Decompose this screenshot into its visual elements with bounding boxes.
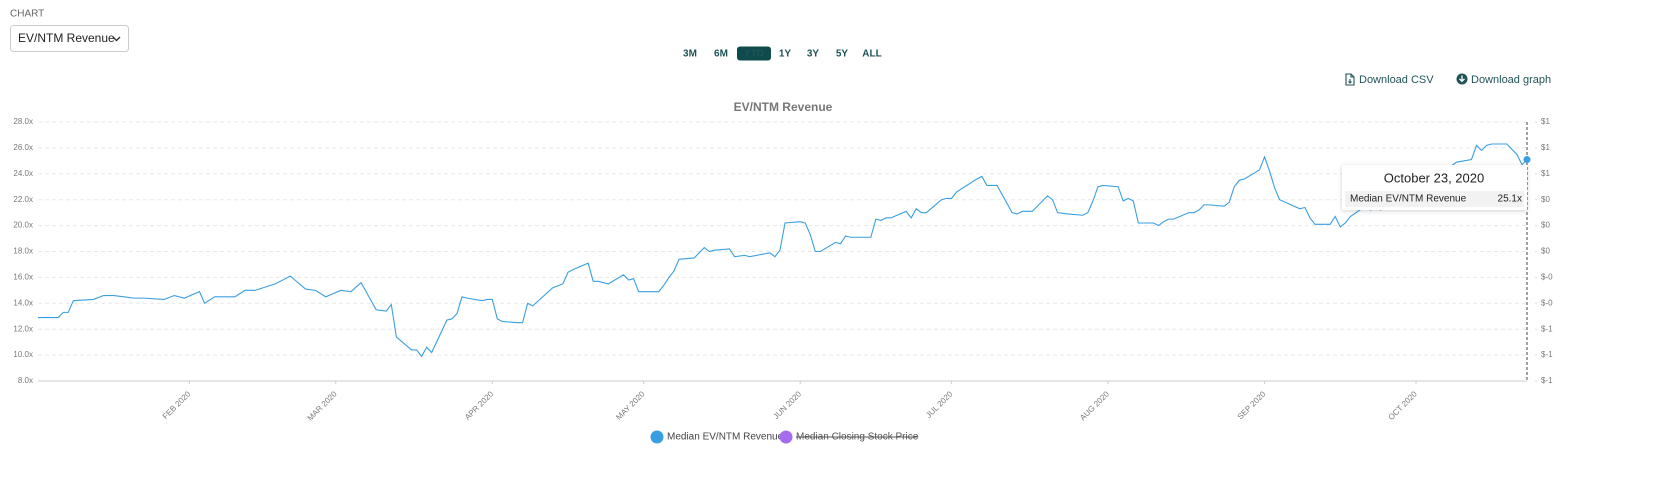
graph-icon-arrow[interactable]	[1459, 75, 1465, 83]
x-tick-label: JUL 2020	[924, 389, 955, 420]
dropdown-text[interactable]: EV/NTM Revenue	[18, 31, 115, 45]
y2-tick-label: $1	[1541, 169, 1550, 178]
tooltip: October 23, 2020 Median EV/NTM Revenue 25.…	[1342, 165, 1527, 210]
download-graph-text[interactable]: Download graph	[1471, 74, 1551, 86]
dropdown-box[interactable]	[10, 25, 129, 52]
y2-tick-label: $1	[1541, 143, 1550, 152]
x-tick-label: SEP 2020	[1236, 389, 1268, 421]
tooltip-title: October 23, 2020	[1384, 170, 1484, 185]
y2-tick-label: $-1	[1541, 376, 1553, 385]
hover-marker	[1523, 156, 1531, 164]
y-tick-label: 16.0x	[13, 273, 33, 282]
x-tick-label: JUN 2020	[772, 389, 804, 421]
series-line	[38, 143, 1528, 358]
y2-tick-label: $-1	[1541, 350, 1553, 359]
tooltip-row	[1345, 191, 1524, 207]
y2-tick-label: $-0	[1541, 273, 1553, 282]
x-tick-label: APR 2020	[463, 389, 496, 422]
range-buttons: 3M 6M YTD 1Y 3Y 5Y ALL	[683, 46, 882, 61]
y-tick-label: 20.0x	[13, 221, 33, 230]
download-graph[interactable]: Download graph	[1456, 73, 1552, 86]
y-tick-label: 12.0x	[13, 324, 33, 333]
y-tick-label: 14.0x	[13, 298, 33, 307]
chart-title: EV/NTM Revenue	[734, 100, 833, 114]
x-tick-label: OCT 2020	[1387, 389, 1420, 422]
x-tick-label: AUG 2020	[1078, 389, 1111, 422]
y2-tick-label: $-1	[1541, 324, 1553, 333]
y-tick-label: 24.0x	[13, 169, 33, 178]
legend-swatch[interactable]	[650, 430, 664, 444]
y-tick-label: 10.0x	[13, 350, 33, 359]
y-tick-label: 26.0x	[13, 143, 33, 152]
download-csv[interactable]: Download CSV	[1345, 73, 1434, 86]
csv-icon[interactable]	[1345, 73, 1355, 86]
y-tick-label: 8.0x	[18, 376, 33, 385]
x-tick-label: MAY 2020	[614, 389, 647, 422]
chart: 8.0x 10.0x 12.0x 14.0x 16.0x 18.0x 20.0x 22.0x 2…	[13, 117, 1553, 444]
x-tick-label: FEB 2020	[161, 389, 193, 421]
range-active-bg[interactable]	[737, 46, 771, 61]
download-csv-text[interactable]: Download CSV	[1359, 74, 1434, 86]
range-button[interactable]: 6M	[714, 49, 728, 60]
y2-tick-label: $-0	[1541, 298, 1553, 307]
y-tick-label: 28.0x	[13, 117, 33, 126]
legend-label[interactable]: Median EV/NTM Revenue	[667, 432, 784, 443]
y-tick-label: 18.0x	[13, 247, 33, 256]
y2-tick-label: $0	[1541, 247, 1550, 256]
legend-item[interactable]: Median EV/NTM Revenue	[650, 430, 784, 444]
x-tick-label: MAR 2020	[306, 389, 339, 422]
range-button[interactable]: ALL	[862, 49, 881, 60]
range-button[interactable]: 1Y	[779, 49, 792, 60]
tooltip-series: Median EV/NTM Revenue	[1350, 194, 1467, 205]
range-button[interactable]: 3M	[683, 49, 697, 60]
range-button[interactable]: YTD	[744, 49, 764, 60]
dropdown-chevron[interactable]	[112, 36, 121, 42]
chart-label: CHART	[10, 9, 44, 20]
y2-tick-label: $1	[1541, 117, 1550, 126]
legend-item[interactable]: Median Closing Stock Price	[779, 430, 919, 444]
tooltip-value: 25.1x	[1498, 194, 1522, 205]
legend-swatch[interactable]	[779, 430, 793, 444]
y2-tick-label: $0	[1541, 195, 1550, 204]
y2-tick-label: $0	[1541, 221, 1550, 230]
y-tick-label: 22.0x	[13, 195, 33, 204]
range-button[interactable]: 3Y	[807, 49, 820, 60]
chart-dropdown[interactable]: EV/NTM Revenue	[10, 25, 129, 52]
range-button[interactable]: 5Y	[836, 49, 849, 60]
